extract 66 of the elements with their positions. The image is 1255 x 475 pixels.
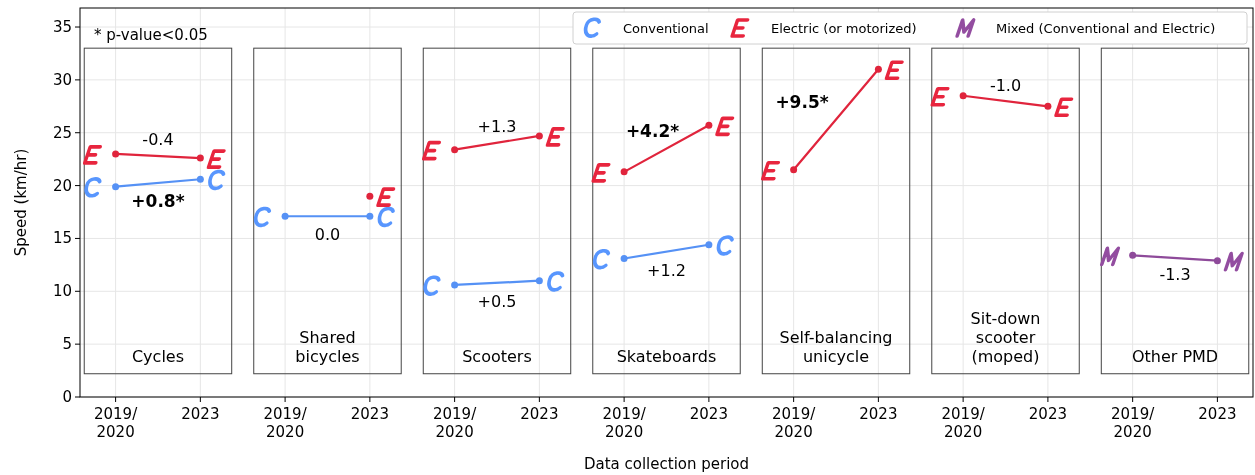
annotation: Cycles bbox=[131, 346, 185, 366]
x-tick-label: 2019/ 2020 bbox=[602, 405, 647, 441]
point bbox=[620, 255, 628, 263]
y-tick-label: 15 bbox=[52, 229, 72, 248]
annotation: +9.5* bbox=[775, 91, 829, 112]
annotation: +0.5 bbox=[477, 291, 517, 311]
point bbox=[366, 192, 374, 200]
point bbox=[959, 92, 967, 100]
annotation: +1.3 bbox=[477, 116, 517, 136]
point bbox=[1044, 102, 1052, 110]
annotation: Scooters bbox=[462, 346, 532, 366]
point bbox=[281, 212, 289, 220]
point bbox=[705, 121, 713, 129]
annotation: Skateboards bbox=[616, 346, 717, 366]
annotation: -1.3 bbox=[1159, 265, 1191, 284]
x-tick-label: 2023 bbox=[689, 405, 728, 423]
x-tick-label: 2019/ 2020 bbox=[1111, 405, 1156, 441]
point bbox=[705, 241, 713, 249]
x-tick-label: 2023 bbox=[1028, 405, 1067, 423]
y-tick-label: 10 bbox=[52, 282, 72, 301]
point bbox=[1129, 251, 1137, 259]
x-tick-label: 2023 bbox=[520, 405, 559, 423]
y-axis-title: Speed (km/hr) bbox=[12, 148, 30, 257]
annotation: Shared bicycles bbox=[295, 327, 360, 366]
y-tick-label: 25 bbox=[52, 123, 72, 142]
point bbox=[535, 132, 543, 140]
point bbox=[196, 175, 204, 183]
x-tick-label: 2019/ 2020 bbox=[263, 405, 308, 441]
point bbox=[196, 154, 204, 162]
y-tick-label: 20 bbox=[52, 176, 72, 195]
point bbox=[112, 183, 120, 191]
point bbox=[535, 277, 543, 285]
y-tick-label: 30 bbox=[52, 70, 72, 89]
annotation: +0.8* bbox=[131, 190, 185, 211]
annotation: +4.2* bbox=[625, 120, 680, 141]
y-tick-label: 35 bbox=[52, 18, 72, 37]
annotation: Self-balancing unicycle bbox=[779, 327, 893, 366]
x-tick-label: 2019/ 2020 bbox=[772, 405, 817, 441]
x-tick-label: 2023 bbox=[350, 405, 389, 423]
y-tick-label: 5 bbox=[62, 335, 72, 354]
legend-label: Mixed (Conventional and Electric) bbox=[996, 21, 1216, 36]
legend-label: Conventional bbox=[623, 21, 709, 36]
annotation: Other PMD bbox=[1131, 346, 1219, 366]
y-tick-label: 0 bbox=[62, 388, 72, 406]
annotation: -0.4 bbox=[142, 129, 174, 149]
x-tick-label: 2023 bbox=[859, 405, 898, 423]
annotation: 0.0 bbox=[314, 225, 341, 245]
point bbox=[790, 166, 798, 174]
x-tick-label: 2019/ 2020 bbox=[433, 405, 478, 441]
x-tick-label: 2023 bbox=[1198, 405, 1237, 423]
legend-label: Electric (or motorized) bbox=[771, 21, 917, 36]
annotation: +1.2 bbox=[647, 260, 686, 280]
point bbox=[874, 65, 882, 73]
point bbox=[451, 281, 459, 289]
annotation: Sit-down scooter (moped) bbox=[970, 308, 1041, 366]
point bbox=[366, 212, 374, 220]
point bbox=[112, 150, 120, 158]
annotation: -1.0 bbox=[989, 76, 1022, 96]
point bbox=[451, 146, 459, 154]
x-axis-title: Data collection period bbox=[583, 455, 750, 473]
x-tick-label: 2019/ 2020 bbox=[93, 405, 139, 441]
x-tick-label: 2019/ 2020 bbox=[941, 405, 986, 441]
x-tick-label: 2023 bbox=[181, 405, 220, 423]
annotation: * p-value<0.05 bbox=[94, 26, 208, 44]
point bbox=[1213, 257, 1221, 265]
point bbox=[620, 168, 628, 176]
